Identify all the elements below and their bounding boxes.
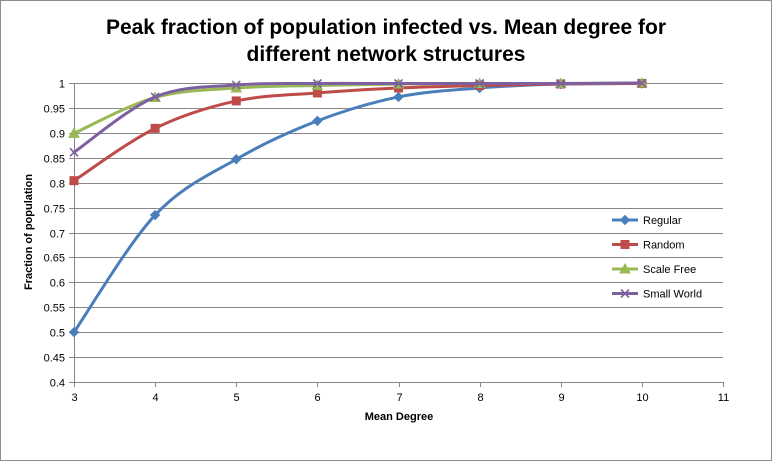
series-small-world [69,78,647,157]
legend-label: Random [643,240,685,252]
y-axis-title: Fraction of population [23,174,35,290]
legend-marker [619,214,631,226]
data-point [68,326,80,338]
y-tick-label: 0.95 [44,104,65,116]
series-line [72,81,644,334]
data-point [68,127,80,138]
data-point [393,78,404,89]
series-regular [68,78,648,338]
x-tick-label: 11 [718,392,729,404]
series-line [72,81,644,154]
x-tick-label: 10 [636,392,648,404]
y-tick-label: 0.9 [50,129,65,141]
data-point [393,91,404,103]
data-point [150,123,160,133]
x-axis-title: Mean Degree [365,411,433,423]
y-tick-label: 0.75 [44,204,65,216]
y-tick-label: 0.4 [50,378,65,390]
data-point [475,78,485,89]
legend-marker [620,240,630,249]
data-point [69,147,79,157]
data-point [637,78,647,88]
y-tick-label: 0.8 [50,179,65,191]
y-tick-label: 0.55 [44,303,65,315]
legend-label: Regular [643,215,682,227]
chart-title-line-2: different network structures [247,43,526,66]
gridlines [74,83,723,383]
legend-marker [619,262,631,274]
data-point [556,78,566,89]
data-point [312,115,323,127]
y-tick-label: 0.65 [44,253,65,265]
data-point [312,88,322,98]
x-tick-label: 3 [71,392,77,404]
legend-entry: Small World [612,289,702,301]
y-tick-label: 0.7 [50,229,65,241]
y-tick-label: 1 [59,79,65,91]
x-tick-label: 6 [314,392,320,404]
x-tick-label: 8 [477,392,483,404]
legend: Regular Random Scale Free Small World [612,214,702,301]
data-point [312,78,322,89]
x-tick-label: 4 [152,392,158,404]
legend-entry: Regular [612,214,682,227]
y-tick-label: 0.45 [44,353,65,365]
data-point [231,80,241,90]
data-point [150,92,160,102]
legend-marker [620,288,630,299]
y-tick-label: 0.85 [44,154,65,166]
x-tick-label: 9 [558,392,564,404]
legend-entry: Random [612,240,685,252]
data-point [69,176,79,186]
legend-label: Scale Free [643,264,696,276]
chart-title-line-1: Peak fraction of population infected vs.… [106,16,666,39]
series-lines [68,76,648,338]
data-point [231,96,241,106]
axes: 0.4 0.45 0.5 0.55 0.6 0.65 0.7 0.75 0.8 0.85 0.9 0.… [44,79,730,405]
x-tick-label: 5 [233,392,239,404]
data-point [149,209,161,221]
y-tick-label: 0.6 [50,278,65,290]
y-tick-label: 0.5 [50,328,65,340]
x-tick-label: 7 [396,392,402,404]
legend-label: Small World [643,289,702,301]
legend-entry: Scale Free [612,262,696,276]
data-point [231,154,242,165]
